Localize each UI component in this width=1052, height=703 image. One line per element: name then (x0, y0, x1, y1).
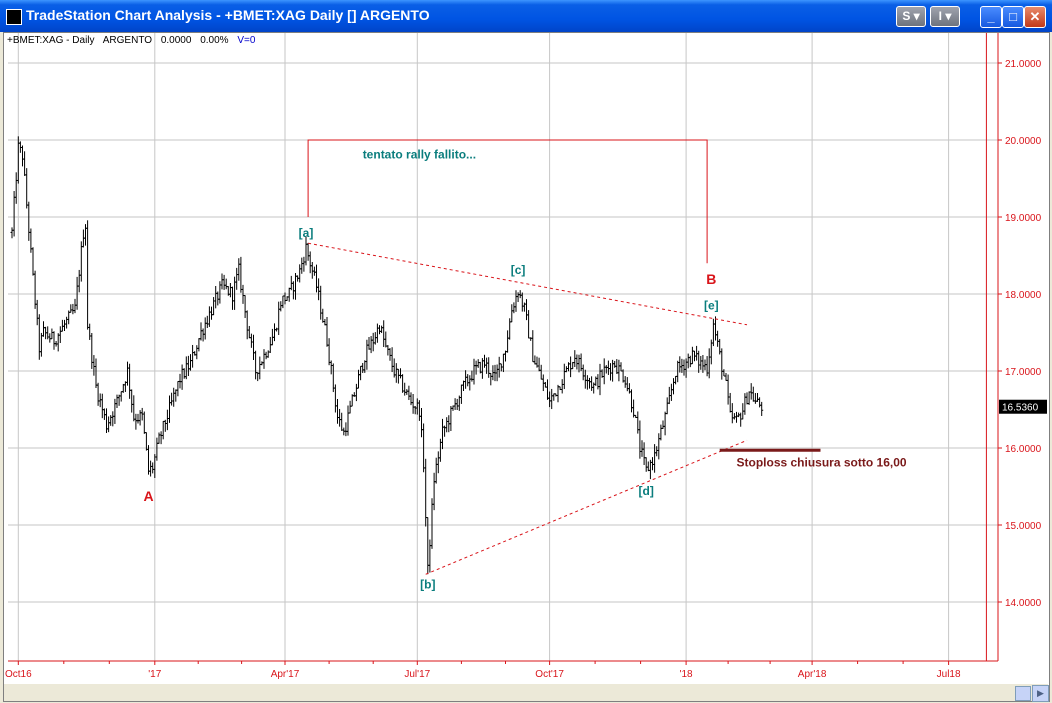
last-price-label: 16.5360 (1002, 403, 1039, 414)
legend-name: ARGENTO (103, 35, 152, 46)
y-tick-label: 17.0000 (1005, 367, 1042, 378)
x-tick-label: Oct'17 (535, 669, 564, 680)
i-menu-button[interactable]: I ▾ (930, 6, 960, 27)
last-price-tag (999, 399, 1047, 414)
y-tick-label: 21.0000 (1005, 59, 1042, 70)
annotation-text: tentato rally fallito... (363, 147, 476, 161)
y-tick-label: 14.0000 (1005, 598, 1042, 609)
y-tick-label: 20.0000 (1005, 136, 1042, 147)
price-chart[interactable]: A [a] [b] [c] [d] B [e] tentato rally fallito..… (4, 33, 1049, 684)
axes-layer: 21.0000 20.0000 19.0000 18.0000 17.0000 16.00… (5, 33, 1047, 680)
x-tick-label: Oct16 (5, 669, 32, 680)
maximize-button[interactable]: □ (1002, 6, 1024, 28)
wave-label: B (706, 271, 716, 287)
wave-label: [d] (639, 484, 654, 498)
wave-label: [a] (299, 226, 314, 240)
y-tick-label: 18.0000 (1005, 290, 1042, 301)
annotation-text: Stoploss chiusura sotto 16,00 (737, 455, 907, 469)
app-icon (6, 9, 22, 25)
y-tick-label: 16.0000 (1005, 444, 1042, 455)
ohlc-bars (10, 136, 764, 575)
legend-change: 0.00% (200, 35, 228, 46)
legend-symbol: +BMET:XAG - Daily (7, 35, 95, 46)
y-tick-label: 19.0000 (1005, 213, 1042, 224)
wave-label: [c] (511, 263, 526, 277)
title-bar: TradeStation Chart Analysis - +BMET:XAG … (0, 0, 1052, 32)
wave-label: [e] (704, 299, 719, 313)
wave-label: A (143, 488, 153, 504)
scroll-right-arrow[interactable]: ▶ (1032, 685, 1049, 702)
x-tick-label: Apr'18 (798, 669, 827, 680)
chart-legend: +BMET:XAG - Daily ARGENTO 0.0000 0.00% V… (7, 35, 256, 46)
legend-value: 0.0000 (161, 35, 192, 46)
minimize-button[interactable]: _ (980, 6, 1002, 28)
legend-volume: V=0 (237, 35, 256, 46)
x-tick-label: Jul18 (937, 669, 961, 680)
x-tick-label: Jul'17 (404, 669, 430, 680)
horizontal-scrollbar[interactable]: ▶ (4, 684, 1049, 702)
chart-window[interactable]: A [a] [b] [c] [d] B [e] tentato rally fallito..… (3, 32, 1050, 702)
y-tick-label: 15.0000 (1005, 521, 1042, 532)
close-button[interactable]: ✕ (1024, 6, 1046, 28)
x-tick-label: '17 (148, 669, 161, 680)
scroll-thumb[interactable] (1015, 686, 1031, 701)
wave-trendline (308, 242, 748, 326)
x-tick-label: Apr'17 (271, 669, 300, 680)
s-menu-button[interactable]: S ▾ (896, 6, 926, 27)
rally-bracket (307, 139, 708, 264)
wave-label: [b] (420, 578, 435, 592)
window-title: TradeStation Chart Analysis - +BMET:XAG … (26, 7, 430, 23)
drawing-layer: A [a] [b] [c] [d] B [e] tentato rally fallito..… (143, 139, 907, 592)
x-tick-label: '18 (680, 669, 693, 680)
grid-layer (8, 33, 998, 661)
wave-trendline (425, 439, 748, 575)
